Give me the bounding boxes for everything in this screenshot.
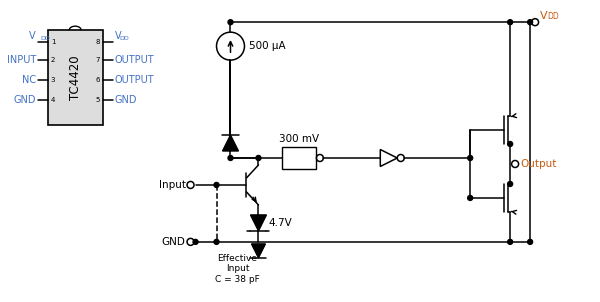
Text: 2: 2	[51, 57, 55, 63]
Circle shape	[527, 20, 533, 25]
Text: 300 mV: 300 mV	[280, 134, 319, 144]
Text: DD: DD	[547, 12, 559, 21]
Text: 500 μA: 500 μA	[250, 41, 286, 51]
Bar	[48, 30, 103, 125]
Text: 4.7V: 4.7V	[268, 218, 292, 228]
Text: DD: DD	[119, 36, 130, 41]
Text: V: V	[540, 11, 548, 21]
Text: GND: GND	[161, 237, 185, 247]
Text: NC: NC	[22, 75, 36, 85]
Circle shape	[508, 20, 512, 25]
Text: 1: 1	[51, 39, 55, 45]
Text: 8: 8	[95, 39, 100, 45]
Text: Input: Input	[158, 180, 185, 190]
Text: INPUT: INPUT	[7, 55, 36, 65]
Polygon shape	[251, 244, 265, 258]
Text: V: V	[115, 31, 121, 41]
Text: 5: 5	[95, 97, 100, 103]
Polygon shape	[380, 149, 397, 166]
Circle shape	[508, 239, 512, 244]
Circle shape	[228, 156, 233, 160]
Text: Output: Output	[520, 159, 556, 169]
Text: 4: 4	[51, 97, 55, 103]
Text: Effective
Input
C = 38 pF: Effective Input C = 38 pF	[215, 254, 260, 284]
Text: DD: DD	[41, 36, 50, 41]
Text: OUTPUT: OUTPUT	[115, 55, 154, 65]
Circle shape	[256, 156, 261, 160]
Circle shape	[467, 156, 473, 160]
Text: 3: 3	[51, 77, 55, 83]
Polygon shape	[250, 215, 266, 231]
Circle shape	[214, 182, 219, 188]
Circle shape	[228, 20, 233, 25]
Circle shape	[527, 239, 533, 244]
Circle shape	[508, 182, 512, 186]
Text: GND: GND	[115, 95, 137, 105]
Bar	[283, 147, 316, 169]
Text: 6: 6	[95, 77, 100, 83]
Polygon shape	[223, 135, 238, 151]
Circle shape	[214, 239, 219, 244]
Text: V: V	[29, 31, 36, 41]
Text: 7: 7	[95, 57, 100, 63]
Circle shape	[508, 142, 512, 146]
Text: GND: GND	[13, 95, 36, 105]
Text: OUTPUT: OUTPUT	[115, 75, 154, 85]
Text: TC4420: TC4420	[69, 55, 82, 100]
Circle shape	[193, 239, 198, 244]
Circle shape	[467, 195, 473, 201]
